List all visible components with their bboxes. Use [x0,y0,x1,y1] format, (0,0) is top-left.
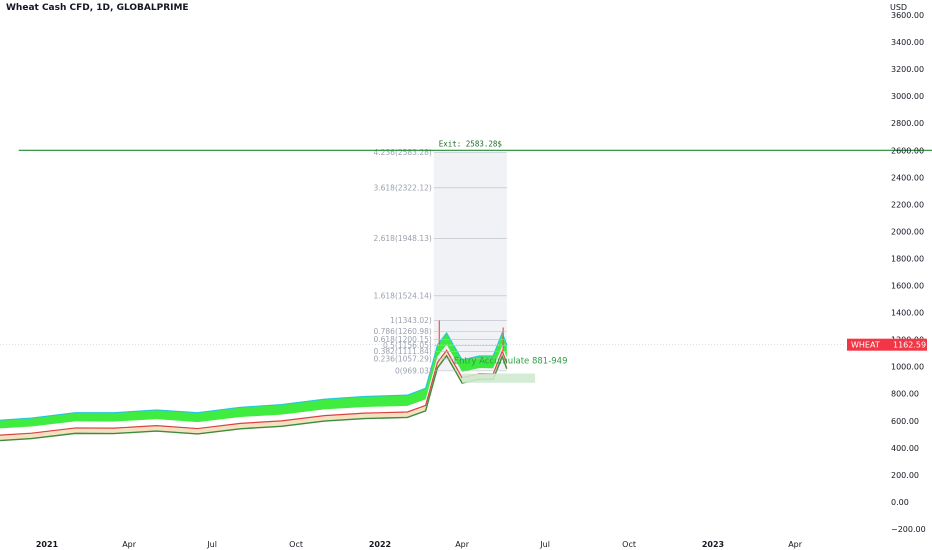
y-axis: 3600.00 3400.00 3200.00 3000.00 2800.00 2600.… [891,11,926,534]
y-tick-label: 3000.00 [891,92,924,101]
y-tick-label: 3400.00 [891,38,924,47]
y-tick-label: 200.00 [891,471,919,480]
y-tick-label: 800.00 [891,390,919,399]
price-badge-value: 1162.59 [893,341,926,350]
fib-level-label: 0(969.03) [395,366,432,375]
ema-ribbon-fill [0,332,507,429]
x-tick-label: 2023 [702,540,724,549]
y-tick-label: 3600.00 [891,11,924,20]
fib-level-label: 2.618(1948.13) [373,234,431,243]
price-badge-bg [847,338,927,351]
y-tick-label: 1400.00 [891,309,924,318]
price-badge: WHEAT 1162.59 [847,338,927,351]
y-tick-label: 1000.00 [891,363,924,372]
entry-label: Entry Accumulate 881-949 [454,356,568,366]
y-tick-label: 3200.00 [891,65,924,74]
x-tick-label: Apr [455,540,470,549]
x-axis: 2021 Apr Jul Oct 2022 Apr Jul Oct 2023 Apr [36,540,803,549]
y-tick-label: 0.00 [891,498,909,507]
fib-levels: 4.236(2583.28) 3.618(2322.12) 2.618(1948.1… [373,148,507,375]
x-tick-label: 2022 [369,540,391,549]
fib-level-label: 0.618(1200.15) [373,335,431,344]
chart-title: Wheat Cash CFD, 1D, GLOBALPRIME [6,3,189,13]
y-tick-label: 1600.00 [891,282,924,291]
x-tick-label: 2021 [36,540,59,549]
y-tick-label: 2800.00 [891,119,924,128]
exit-label: Exit: 2583.28$ [439,139,503,148]
y-tick-label: 1800.00 [891,254,924,263]
currency-label: USD [890,3,908,12]
fib-level-label: 3.618(2322.12) [373,183,431,192]
x-tick-label: Apr [122,540,137,549]
x-tick-label: Jul [539,540,550,549]
fib-level-label: 1.618(1524.14) [373,291,431,300]
y-tick-label: 2000.00 [891,227,924,236]
y-tick-label: 2200.00 [891,200,924,209]
entry-zone [462,373,536,383]
x-tick-label: Oct [622,540,636,549]
y-tick-label: 600.00 [891,417,919,426]
y-tick-label: 400.00 [891,444,919,453]
fib-level-label: 4.236(2583.28) [373,148,431,157]
entry-annotation: Entry Accumulate 881-949 [454,356,568,383]
y-tick-label: −200.00 [891,525,926,534]
price-badge-symbol: WHEAT [851,341,880,350]
fib-level-label: 0.236(1057.29) [373,354,431,363]
fib-level-label: 1(1343.02) [390,316,432,325]
y-tick-label: 2600.00 [891,146,924,155]
exit-annotation: Exit: 2583.28$ [18,139,932,151]
y-tick-label: 2400.00 [891,173,924,182]
fib-level-label: 0.382(1111.84) [373,347,431,356]
x-tick-label: Oct [289,540,303,549]
fib-level-label: 0.5(1156.05) [383,341,432,350]
fib-level-label: 0.786(1260.98) [373,327,431,336]
price-line [0,331,508,421]
x-tick-label: Jul [206,540,217,549]
x-tick-label: Apr [788,540,803,549]
